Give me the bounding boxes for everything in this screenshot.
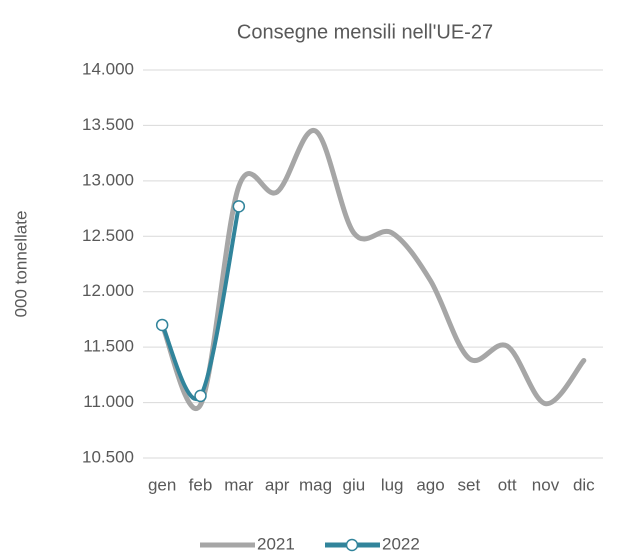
- y-axis-label: 000 tonnellate: [11, 211, 30, 318]
- x-tick-label: ott: [498, 475, 517, 494]
- y-tick-label: 11.500: [83, 337, 134, 356]
- y-tick-label: 11.000: [83, 392, 134, 411]
- x-tick-label: nov: [532, 475, 560, 494]
- x-tick-label: giu: [342, 475, 365, 494]
- x-tick-label: feb: [189, 475, 213, 494]
- y-tick-label: 14.000: [82, 59, 134, 78]
- marker: [232, 200, 246, 213]
- y-tick-label: 10.500: [82, 447, 134, 466]
- chart-title: Consegne mensili nell'UE-27: [237, 21, 493, 43]
- legend-marker: [345, 538, 359, 552]
- y-tick-label: 12.500: [82, 226, 134, 245]
- series-line: [159, 128, 587, 411]
- x-tick-label: mar: [224, 475, 254, 494]
- x-tick-label: apr: [265, 475, 290, 494]
- marker: [194, 389, 207, 403]
- x-tick-label: dic: [573, 475, 595, 494]
- y-tick-label: 13.500: [82, 115, 134, 134]
- x-tick-label: gen: [148, 475, 176, 494]
- x-tick-label: lug: [381, 475, 404, 494]
- y-tick-label: 12.000: [82, 281, 134, 300]
- legend-label: 2022: [382, 534, 420, 553]
- marker: [155, 318, 169, 332]
- y-tick-label: 13.000: [82, 170, 134, 189]
- legend-label: 2021: [257, 534, 295, 553]
- x-tick-label: ago: [416, 475, 444, 494]
- x-tick-label: set: [457, 475, 480, 494]
- x-tick-label: mag: [299, 475, 332, 494]
